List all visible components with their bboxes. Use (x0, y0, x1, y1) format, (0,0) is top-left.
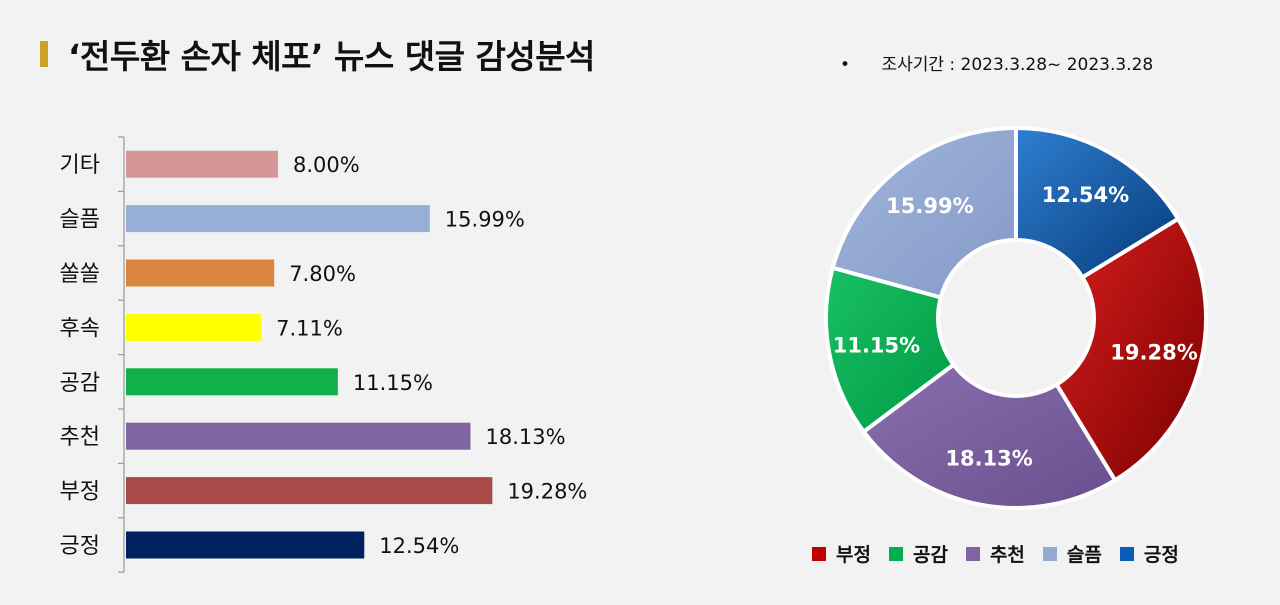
legend-swatch (812, 546, 826, 561)
donut-slice-label: 15.99% (886, 194, 973, 218)
title-accent-bar (40, 41, 48, 67)
bar-category-label: 기타 (60, 153, 100, 178)
donut-legend: 부정 공감 추천 슬픔 긍정 (812, 540, 1197, 567)
survey-period: • 조사기간 : 2023.3.28~ 2023.3.28 (840, 50, 1153, 75)
legend-item: 공감 (888, 540, 948, 567)
bar-value-label: 18.13% (485, 425, 565, 449)
bar-value-label: 12.54% (379, 534, 459, 558)
legend-swatch (888, 546, 903, 561)
bar-6 (126, 477, 493, 505)
donut-slice-4 (830, 125, 1018, 300)
legend-label: 공감 (912, 544, 948, 566)
bar-value-label: 19.28% (507, 480, 587, 504)
bar-2 (126, 259, 275, 287)
legend-item: 추천 (965, 540, 1025, 567)
bar-value-label: 11.15% (353, 371, 433, 395)
bar-chart: 기타 8.00% 슬픔 15.99% 쏠쏠 7.80% 후속 7.11% 공감 11.15% 추천 1… (60, 136, 587, 573)
bar-value-label: 7.80% (289, 262, 356, 286)
bar-category-label: 추천 (60, 425, 100, 450)
bar-category-label: 부정 (60, 480, 100, 505)
bullet-icon: • (840, 55, 851, 75)
legend-item: 부정 (812, 540, 871, 567)
legend-item: 슬픔 (1042, 540, 1102, 567)
bar-category-label: 후속 (60, 316, 100, 341)
legend-label: 슬픔 (1066, 544, 1102, 566)
bar-0 (126, 150, 278, 178)
legend-label: 긍정 (1143, 544, 1179, 566)
bar-value-label: 7.11% (276, 316, 343, 340)
title-area: ‘전두환 손자 체포’ 뉴스 댓글 감성분석 (40, 30, 595, 78)
legend-item: 긍정 (1119, 540, 1179, 567)
bar-category-label: 긍정 (60, 534, 100, 559)
bar-category-label: 공감 (60, 371, 100, 396)
donut-slice-label: 19.28% (1110, 340, 1197, 364)
donut-slice-label: 11.15% (833, 333, 920, 357)
bar-1 (126, 205, 430, 233)
donut-slice-label: 18.13% (945, 446, 1032, 470)
bar-category-label: 쏠쏠 (60, 262, 100, 287)
survey-period-text: 조사기간 : 2023.3.28~ 2023.3.28 (881, 55, 1154, 75)
bar-7 (126, 531, 365, 559)
legend-swatch (1119, 546, 1134, 561)
donut-slice-1 (1053, 216, 1209, 483)
donut-slice-label: 12.54% (1042, 183, 1129, 207)
bar-5 (126, 422, 471, 450)
legend-swatch (965, 546, 980, 561)
donut-slice-2 (860, 361, 1118, 510)
bar-4 (126, 368, 338, 396)
page-title: ‘전두환 손자 체포’ 뉴스 댓글 감성분석 (68, 37, 595, 76)
legend-swatch (1042, 546, 1057, 561)
bar-3 (126, 313, 262, 341)
legend-label: 부정 (836, 544, 871, 566)
legend-label: 추천 (989, 544, 1025, 566)
bar-category-label: 슬픔 (60, 208, 100, 233)
donut-slice-0 (1014, 125, 1181, 281)
bar-value-label: 15.99% (445, 208, 525, 232)
donut-slice-3 (824, 265, 957, 435)
bar-value-label: 8.00% (293, 153, 360, 177)
